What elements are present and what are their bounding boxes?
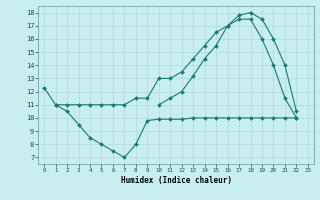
X-axis label: Humidex (Indice chaleur): Humidex (Indice chaleur) [121,176,231,185]
